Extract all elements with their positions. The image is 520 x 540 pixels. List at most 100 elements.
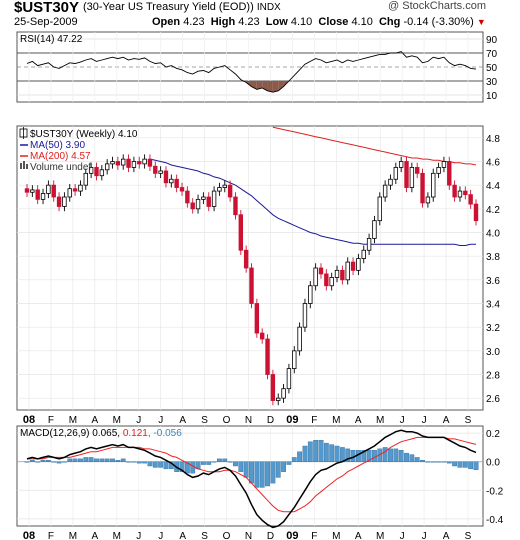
macd-histogram-bar xyxy=(409,454,415,462)
x-axis-label: 08 xyxy=(23,414,35,426)
price-candle xyxy=(361,245,366,264)
macd-histogram-bar xyxy=(414,457,420,462)
x-axis-label: J xyxy=(400,415,405,426)
price-candle xyxy=(158,166,163,179)
chg-value: -0.14 (-3.30%) xyxy=(403,16,474,28)
x-axis-label: F xyxy=(48,415,54,426)
macd-histogram-bar xyxy=(281,461,286,472)
candle-body xyxy=(318,267,324,275)
candle-body xyxy=(142,158,147,165)
candle-body xyxy=(174,178,179,188)
price-candle xyxy=(340,265,345,285)
x-axis-label-bottom: D xyxy=(267,531,274,540)
candle-body xyxy=(270,374,276,401)
candle-body xyxy=(286,368,292,390)
macd-histogram-bar xyxy=(302,445,308,462)
price-candle xyxy=(78,180,83,196)
macd-histogram-bar xyxy=(233,461,238,467)
macd-histogram-bar xyxy=(334,445,340,462)
price-candle xyxy=(377,192,382,226)
macd-histogram-bar xyxy=(179,461,185,472)
price-candle xyxy=(24,183,30,197)
x-axis-label: A xyxy=(443,415,450,426)
candle-body xyxy=(206,196,211,207)
candle-body xyxy=(350,261,356,271)
price-candle xyxy=(163,166,169,188)
price-candle xyxy=(372,215,377,244)
x-axis-label: M xyxy=(69,415,77,426)
candle-body xyxy=(398,161,404,168)
candle-body xyxy=(431,172,436,198)
price-tick-label: 3.0 xyxy=(486,347,500,358)
price-tick-label: 4.2 xyxy=(486,205,500,216)
macd-histogram-bar xyxy=(318,440,324,462)
candle-body xyxy=(121,158,126,166)
candle-body xyxy=(457,190,463,198)
stockcharts-watermark: @ StockCharts.com xyxy=(388,0,486,12)
x-axis-label-bottom: 08 xyxy=(23,530,35,540)
candle-body xyxy=(436,167,441,174)
price-candle xyxy=(350,257,356,276)
macd-label-signal: 0.121, xyxy=(123,428,151,439)
macd-histogram-bar xyxy=(393,448,399,462)
price-candle xyxy=(126,154,131,173)
candle-body xyxy=(163,170,169,184)
candle-body xyxy=(88,167,94,174)
candle-body xyxy=(40,193,46,200)
price-candle xyxy=(201,192,206,205)
x-axis-label-bottom: J xyxy=(136,531,141,540)
price-candle xyxy=(88,162,94,179)
price-candle xyxy=(249,263,254,309)
price-candle xyxy=(137,156,142,169)
macd-histogram-bar xyxy=(382,447,388,462)
ma50-line xyxy=(149,158,476,246)
macd-histogram-bar xyxy=(404,452,409,462)
candle-body xyxy=(388,178,393,186)
price-candle xyxy=(94,162,99,181)
rsi-tick-label: 30 xyxy=(486,77,498,88)
price-tick-label: 4.6 xyxy=(486,158,500,169)
x-axis-label: S xyxy=(465,415,472,426)
price-candle xyxy=(147,154,153,171)
rsi-line xyxy=(26,51,477,93)
price-candle xyxy=(238,210,244,255)
candle-body xyxy=(94,167,99,177)
candle-body xyxy=(308,285,313,304)
price-candle xyxy=(297,322,302,356)
candle-body xyxy=(420,172,425,204)
price-candle xyxy=(206,192,211,212)
x-axis-label: O xyxy=(223,415,231,426)
macd-tick-label: -0.2 xyxy=(486,486,504,497)
price-candle xyxy=(72,183,78,196)
x-axis-label: S xyxy=(201,415,208,426)
price-candle xyxy=(345,257,350,285)
price-tick-label: 2.6 xyxy=(486,394,500,405)
candle-body xyxy=(297,326,302,352)
macd-histogram-bar xyxy=(446,461,452,464)
price-candle xyxy=(404,156,409,193)
candle-body xyxy=(372,220,377,239)
volume-legend: Volume undef xyxy=(30,162,91,173)
rsi-oversold-fill xyxy=(272,81,279,93)
candle-body xyxy=(158,170,163,174)
price-candle xyxy=(110,156,115,169)
x-axis-label-bottom: A xyxy=(179,531,186,540)
price-candle xyxy=(30,185,35,197)
price-candle xyxy=(436,162,441,179)
candle-body xyxy=(153,165,158,174)
price-tick-label: 3.6 xyxy=(486,276,500,287)
candle-body xyxy=(313,267,318,287)
x-axis-label-bottom: O xyxy=(223,531,231,540)
macd-histogram-bar xyxy=(238,461,244,472)
macd-histogram-bar xyxy=(462,461,468,468)
price-tick-label: 3.2 xyxy=(486,323,500,334)
price-candle xyxy=(388,174,393,190)
candle-body xyxy=(46,184,51,194)
macd-histogram-bar xyxy=(254,461,260,488)
macd-histogram-bar xyxy=(425,461,431,463)
macd-histogram-bar xyxy=(142,461,147,464)
candle-body xyxy=(190,202,195,210)
candle-body xyxy=(179,187,185,192)
macd-histogram-bar xyxy=(430,461,436,463)
chart-symbol: $UST30Y xyxy=(14,0,80,16)
